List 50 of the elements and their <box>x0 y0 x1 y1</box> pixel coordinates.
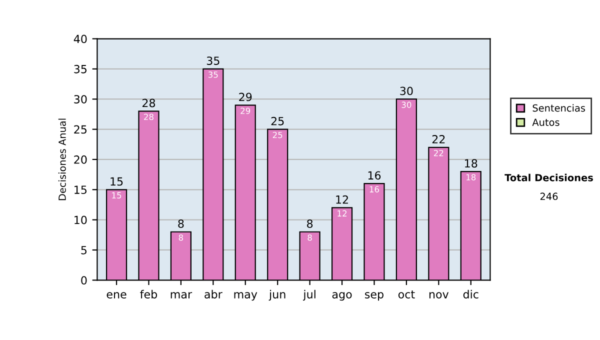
y-tick-label: 5 <box>81 246 87 254</box>
data-label: 35 <box>208 71 218 78</box>
annotation: 29 <box>239 92 252 102</box>
y-tick-label: 10 <box>74 216 87 224</box>
x-tick-label: may <box>234 292 258 301</box>
x-tick-label: nov <box>429 292 449 298</box>
text: Total Decisiones <box>504 174 593 182</box>
y-axis-title: Decisiones Anual <box>58 118 66 200</box>
x-tick-label: jul <box>303 290 316 301</box>
annotation: 35 <box>206 56 220 65</box>
annotation: 8 <box>307 220 313 228</box>
y-tick-label: 30 <box>74 95 87 104</box>
data-label: 18 <box>466 174 476 180</box>
annotation: 28 <box>142 98 156 108</box>
y-tick-label: 15 <box>74 186 87 194</box>
x-tick-label: ene <box>106 292 126 298</box>
data-label: 25 <box>272 132 282 138</box>
x-tick-label: dic <box>463 290 478 298</box>
data-label: 15 <box>112 192 122 198</box>
x-tick-label: jun <box>268 290 286 301</box>
annotation: 25 <box>271 116 284 126</box>
text: 246 <box>540 192 558 200</box>
annotation: 22 <box>432 135 445 144</box>
y-tick-label: 0 <box>81 276 87 285</box>
data-label: 28 <box>144 114 154 120</box>
data-label: 29 <box>240 108 250 114</box>
annotation: 8 <box>178 220 184 228</box>
legend-label: Sentencias <box>532 104 586 112</box>
data-label: 12 <box>338 210 346 216</box>
x-tick-label: ago <box>332 292 352 301</box>
data-label: 8 <box>178 234 184 241</box>
x-tick-label: mar <box>170 292 192 298</box>
legend-label: Autos <box>532 118 560 126</box>
data-label: 16 <box>370 186 380 192</box>
x-tick-label: oct <box>398 290 415 298</box>
data-label: 22 <box>434 150 444 156</box>
y-tick-label: 35 <box>74 64 87 74</box>
x-tick-label: feb <box>140 290 158 298</box>
x-tick-label: sep <box>364 292 384 301</box>
x-tick-label: abr <box>204 290 222 298</box>
annotation: 12 <box>336 195 348 204</box>
annotation: 30 <box>400 86 413 96</box>
y-tick-label: 40 <box>74 34 87 44</box>
y-tick-label: 20 <box>74 155 87 164</box>
data-label: 30 <box>402 102 412 108</box>
annotation: 18 <box>465 159 478 168</box>
y-tick-label: 25 <box>74 125 87 134</box>
data-label: 8 <box>308 234 312 241</box>
annotation: 16 <box>368 171 381 180</box>
annotation: 15 <box>110 177 123 186</box>
